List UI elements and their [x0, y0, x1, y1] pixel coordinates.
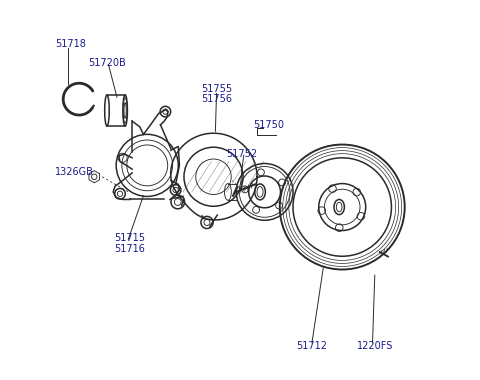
Text: 51712: 51712: [296, 341, 327, 351]
Text: 1326GB: 1326GB: [55, 167, 93, 177]
Text: 51752: 51752: [226, 149, 257, 160]
Text: 51718: 51718: [55, 39, 86, 49]
Text: 51756: 51756: [202, 94, 232, 104]
Text: 51715: 51715: [114, 233, 145, 244]
Text: 51716: 51716: [114, 244, 145, 254]
Text: 1220FS: 1220FS: [357, 341, 393, 351]
Text: 51720B: 51720B: [88, 58, 126, 68]
Text: 51755: 51755: [202, 84, 232, 94]
Text: 51750: 51750: [253, 120, 285, 130]
